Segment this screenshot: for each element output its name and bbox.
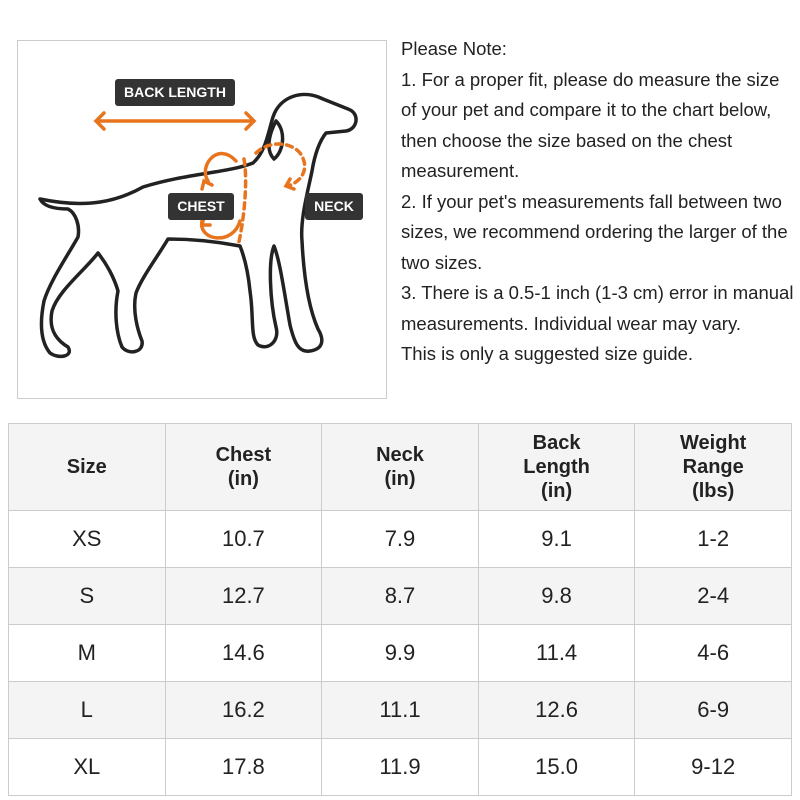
cell: 11.9 <box>321 738 479 796</box>
cell: 12.7 <box>164 567 323 625</box>
note-item: 1. For a proper fit, please do measure t… <box>401 68 780 182</box>
cell: 7.9 <box>321 510 479 568</box>
label: CHEST <box>177 198 225 214</box>
cell: 11.4 <box>477 624 636 682</box>
cell: XS <box>8 510 166 568</box>
dog-figure: BACK LENGTH CHEST NECK <box>17 40 387 399</box>
cell: 2-4 <box>634 567 792 625</box>
label-box <box>168 193 234 220</box>
cell: M <box>8 624 166 682</box>
size-table: Size Chest (in) Neck (in) Back Length (in) W… <box>8 423 792 796</box>
cell: 1-2 <box>634 510 792 568</box>
label: NECK <box>314 198 354 214</box>
cell: 9-12 <box>634 738 792 796</box>
cell: 15.0 <box>477 738 636 796</box>
cell: S <box>8 567 166 625</box>
label-box <box>115 79 235 106</box>
cell: 12.6 <box>477 681 636 739</box>
note-item: 3. There is a 0.5-1 inch (1-3 cm) error … <box>401 282 794 334</box>
cell: 8.7 <box>321 567 479 625</box>
cell: 14.6 <box>164 624 323 682</box>
cell: 4-6 <box>634 624 792 682</box>
cell: 11.1 <box>321 681 479 739</box>
note-item: This is only a suggested size guide. <box>401 343 694 364</box>
label-box <box>305 193 363 220</box>
cell: L <box>8 681 166 739</box>
cell: 9.9 <box>321 624 479 682</box>
header-cell: Back Length (in) <box>477 423 636 511</box>
row: S 12.7 8.7 9.8 2-4 <box>8 567 792 625</box>
row: L 16.2 11.1 12.6 6-9 <box>8 681 792 739</box>
header-row: Size Chest (in) Neck (in) Back Length (in) W… <box>8 423 792 511</box>
dog-illustration: BACK LENGTH CHEST NECK <box>38 79 363 359</box>
row: M 14.6 9.9 11.4 4-6 <box>8 624 792 682</box>
cell: XL <box>8 738 166 796</box>
header-cell: Chest (in) <box>164 423 323 511</box>
cell: 9.1 <box>477 510 636 568</box>
label: BACK LENGTH <box>124 84 226 100</box>
note: Please Note: 1. For a proper fit, please… <box>401 34 796 370</box>
row: XL 17.8 11.9 15.0 9-12 <box>8 738 792 796</box>
cell: 17.8 <box>164 738 323 796</box>
cell: 16.2 <box>164 681 323 739</box>
header-cell: Neck (in) <box>321 423 479 511</box>
cell: 6-9 <box>634 681 792 739</box>
cell: 10.7 <box>164 510 323 568</box>
cell: 9.8 <box>477 567 636 625</box>
header-cell: Size <box>8 423 166 511</box>
header-cell: Weight Range (lbs) <box>634 423 792 511</box>
note-item: 2. If your pet's measurements fall betwe… <box>401 190 788 273</box>
note-heading: Please Note: <box>401 38 507 59</box>
row: XS 10.7 7.9 9.1 1-2 <box>8 510 792 568</box>
